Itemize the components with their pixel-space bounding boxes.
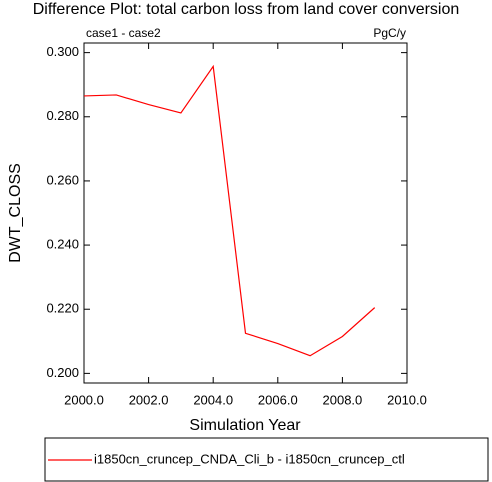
y-tick-label: 0.260	[46, 172, 79, 187]
y-tick-label: 0.300	[46, 44, 79, 59]
y-tick-label: 0.220	[46, 301, 79, 316]
x-tick-label: 2000.0	[64, 392, 104, 407]
data-line	[83, 64, 376, 357]
x-tick-label: 2010.0	[387, 392, 427, 407]
y-tick-label: 0.240	[46, 237, 79, 252]
x-tick-label: 2008.0	[323, 392, 363, 407]
left-annotation: case1 - case2	[86, 26, 161, 40]
y-axis-label: DWT_CLOSS	[7, 163, 24, 263]
x-tick-label: 2004.0	[193, 392, 233, 407]
legend-label: i1850cn_cruncep_CNDA_Cli_b - i1850cn_cru…	[94, 451, 405, 466]
y-tick-label: 0.280	[46, 108, 79, 123]
chart-title: Difference Plot: total carbon loss from …	[33, 1, 460, 18]
y-tick-label: 0.200	[46, 365, 79, 380]
plot-frame	[83, 42, 408, 384]
legend-box	[44, 437, 489, 482]
x-axis-label: Simulation Year	[189, 417, 301, 434]
x-tick-label: 2006.0	[258, 392, 298, 407]
right-annotation: PgC/y	[373, 26, 406, 40]
x-tick-label: 2002.0	[129, 392, 169, 407]
